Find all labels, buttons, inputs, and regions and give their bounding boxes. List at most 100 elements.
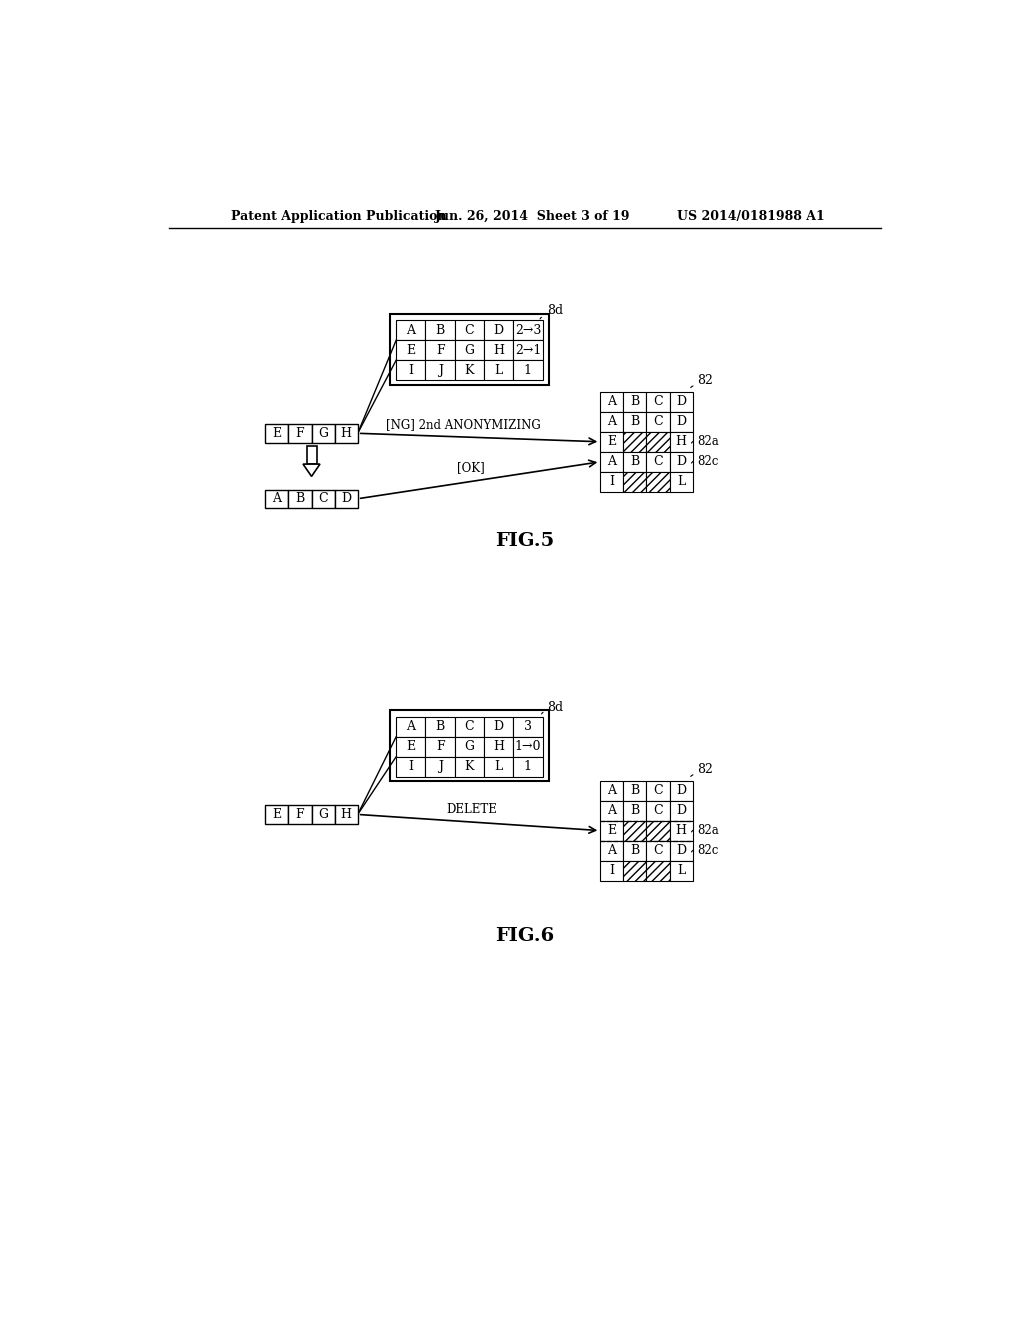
Bar — [455, 756, 484, 776]
Bar — [390, 314, 549, 385]
Bar — [396, 321, 425, 341]
Bar — [311, 490, 335, 508]
Text: Patent Application Publication: Patent Application Publication — [230, 210, 446, 223]
Text: I: I — [409, 363, 414, 376]
Bar — [670, 451, 692, 471]
Bar — [600, 412, 624, 432]
Bar — [600, 432, 624, 451]
Text: A: A — [407, 323, 416, 337]
Bar — [265, 424, 289, 442]
Text: D: D — [494, 323, 504, 337]
Bar — [670, 861, 692, 880]
Bar — [455, 717, 484, 737]
Text: A: A — [607, 843, 616, 857]
Text: A: A — [607, 395, 616, 408]
Text: A: A — [272, 492, 282, 506]
Text: H: H — [494, 343, 504, 356]
Text: F: F — [436, 741, 444, 754]
Text: C: C — [653, 843, 663, 857]
Text: 82c: 82c — [697, 455, 719, 469]
Bar — [646, 451, 670, 471]
Text: C: C — [465, 721, 474, 733]
Bar — [289, 424, 311, 442]
Text: E: E — [607, 436, 616, 449]
Text: I: I — [609, 475, 614, 488]
Bar — [425, 360, 455, 380]
Text: A: A — [607, 416, 616, 428]
Text: D: D — [676, 455, 686, 469]
Bar — [624, 392, 646, 412]
Text: E: E — [407, 343, 416, 356]
Text: F: F — [436, 343, 444, 356]
Text: 1: 1 — [524, 760, 531, 774]
Bar — [484, 341, 513, 360]
Bar — [670, 800, 692, 821]
Text: K: K — [465, 760, 474, 774]
Bar — [600, 800, 624, 821]
Bar — [624, 412, 646, 432]
Text: FIG.5: FIG.5 — [496, 532, 554, 550]
Bar — [513, 341, 543, 360]
Bar — [396, 737, 425, 756]
Text: E: E — [607, 824, 616, 837]
Bar — [289, 490, 311, 508]
Bar — [670, 392, 692, 412]
Text: J: J — [437, 760, 442, 774]
Bar — [289, 805, 311, 824]
Bar — [311, 424, 335, 442]
Text: Jun. 26, 2014  Sheet 3 of 19: Jun. 26, 2014 Sheet 3 of 19 — [435, 210, 630, 223]
Text: G: G — [464, 343, 474, 356]
Bar — [670, 412, 692, 432]
Bar — [624, 800, 646, 821]
Text: G: G — [318, 808, 328, 821]
Text: C: C — [653, 784, 663, 797]
Text: E: E — [272, 808, 282, 821]
Bar — [484, 737, 513, 756]
Bar — [513, 756, 543, 776]
Text: D: D — [676, 784, 686, 797]
Text: 82: 82 — [697, 375, 713, 388]
Bar — [600, 392, 624, 412]
Text: FIG.6: FIG.6 — [496, 927, 554, 945]
Text: C: C — [653, 395, 663, 408]
Bar — [425, 321, 455, 341]
Text: [OK]: [OK] — [458, 461, 485, 474]
Bar — [646, 841, 670, 861]
Text: H: H — [676, 436, 687, 449]
Text: C: C — [318, 492, 328, 506]
Bar — [265, 805, 289, 824]
Bar — [513, 360, 543, 380]
Text: G: G — [318, 426, 328, 440]
Text: US 2014/0181988 A1: US 2014/0181988 A1 — [677, 210, 825, 223]
Bar — [335, 805, 357, 824]
Text: B: B — [295, 492, 304, 506]
Bar — [335, 490, 357, 508]
Bar — [670, 432, 692, 451]
Text: C: C — [653, 416, 663, 428]
Polygon shape — [303, 465, 319, 477]
Bar — [624, 861, 646, 880]
Text: I: I — [609, 865, 614, 878]
Text: F: F — [296, 808, 304, 821]
Text: B: B — [631, 784, 640, 797]
Text: A: A — [607, 804, 616, 817]
Bar — [646, 800, 670, 821]
Text: B: B — [435, 323, 444, 337]
Text: 82: 82 — [697, 763, 713, 776]
Bar — [425, 341, 455, 360]
Bar — [624, 432, 646, 451]
Text: H: H — [341, 808, 351, 821]
Text: 82c: 82c — [697, 843, 719, 857]
Text: D: D — [676, 395, 686, 408]
Bar — [513, 737, 543, 756]
Bar — [484, 360, 513, 380]
Text: B: B — [631, 455, 640, 469]
Text: B: B — [631, 804, 640, 817]
Bar — [600, 780, 624, 800]
Text: D: D — [341, 492, 351, 506]
Text: 1: 1 — [524, 363, 531, 376]
Bar — [335, 424, 357, 442]
Bar — [513, 717, 543, 737]
Text: B: B — [631, 843, 640, 857]
Bar — [600, 821, 624, 841]
